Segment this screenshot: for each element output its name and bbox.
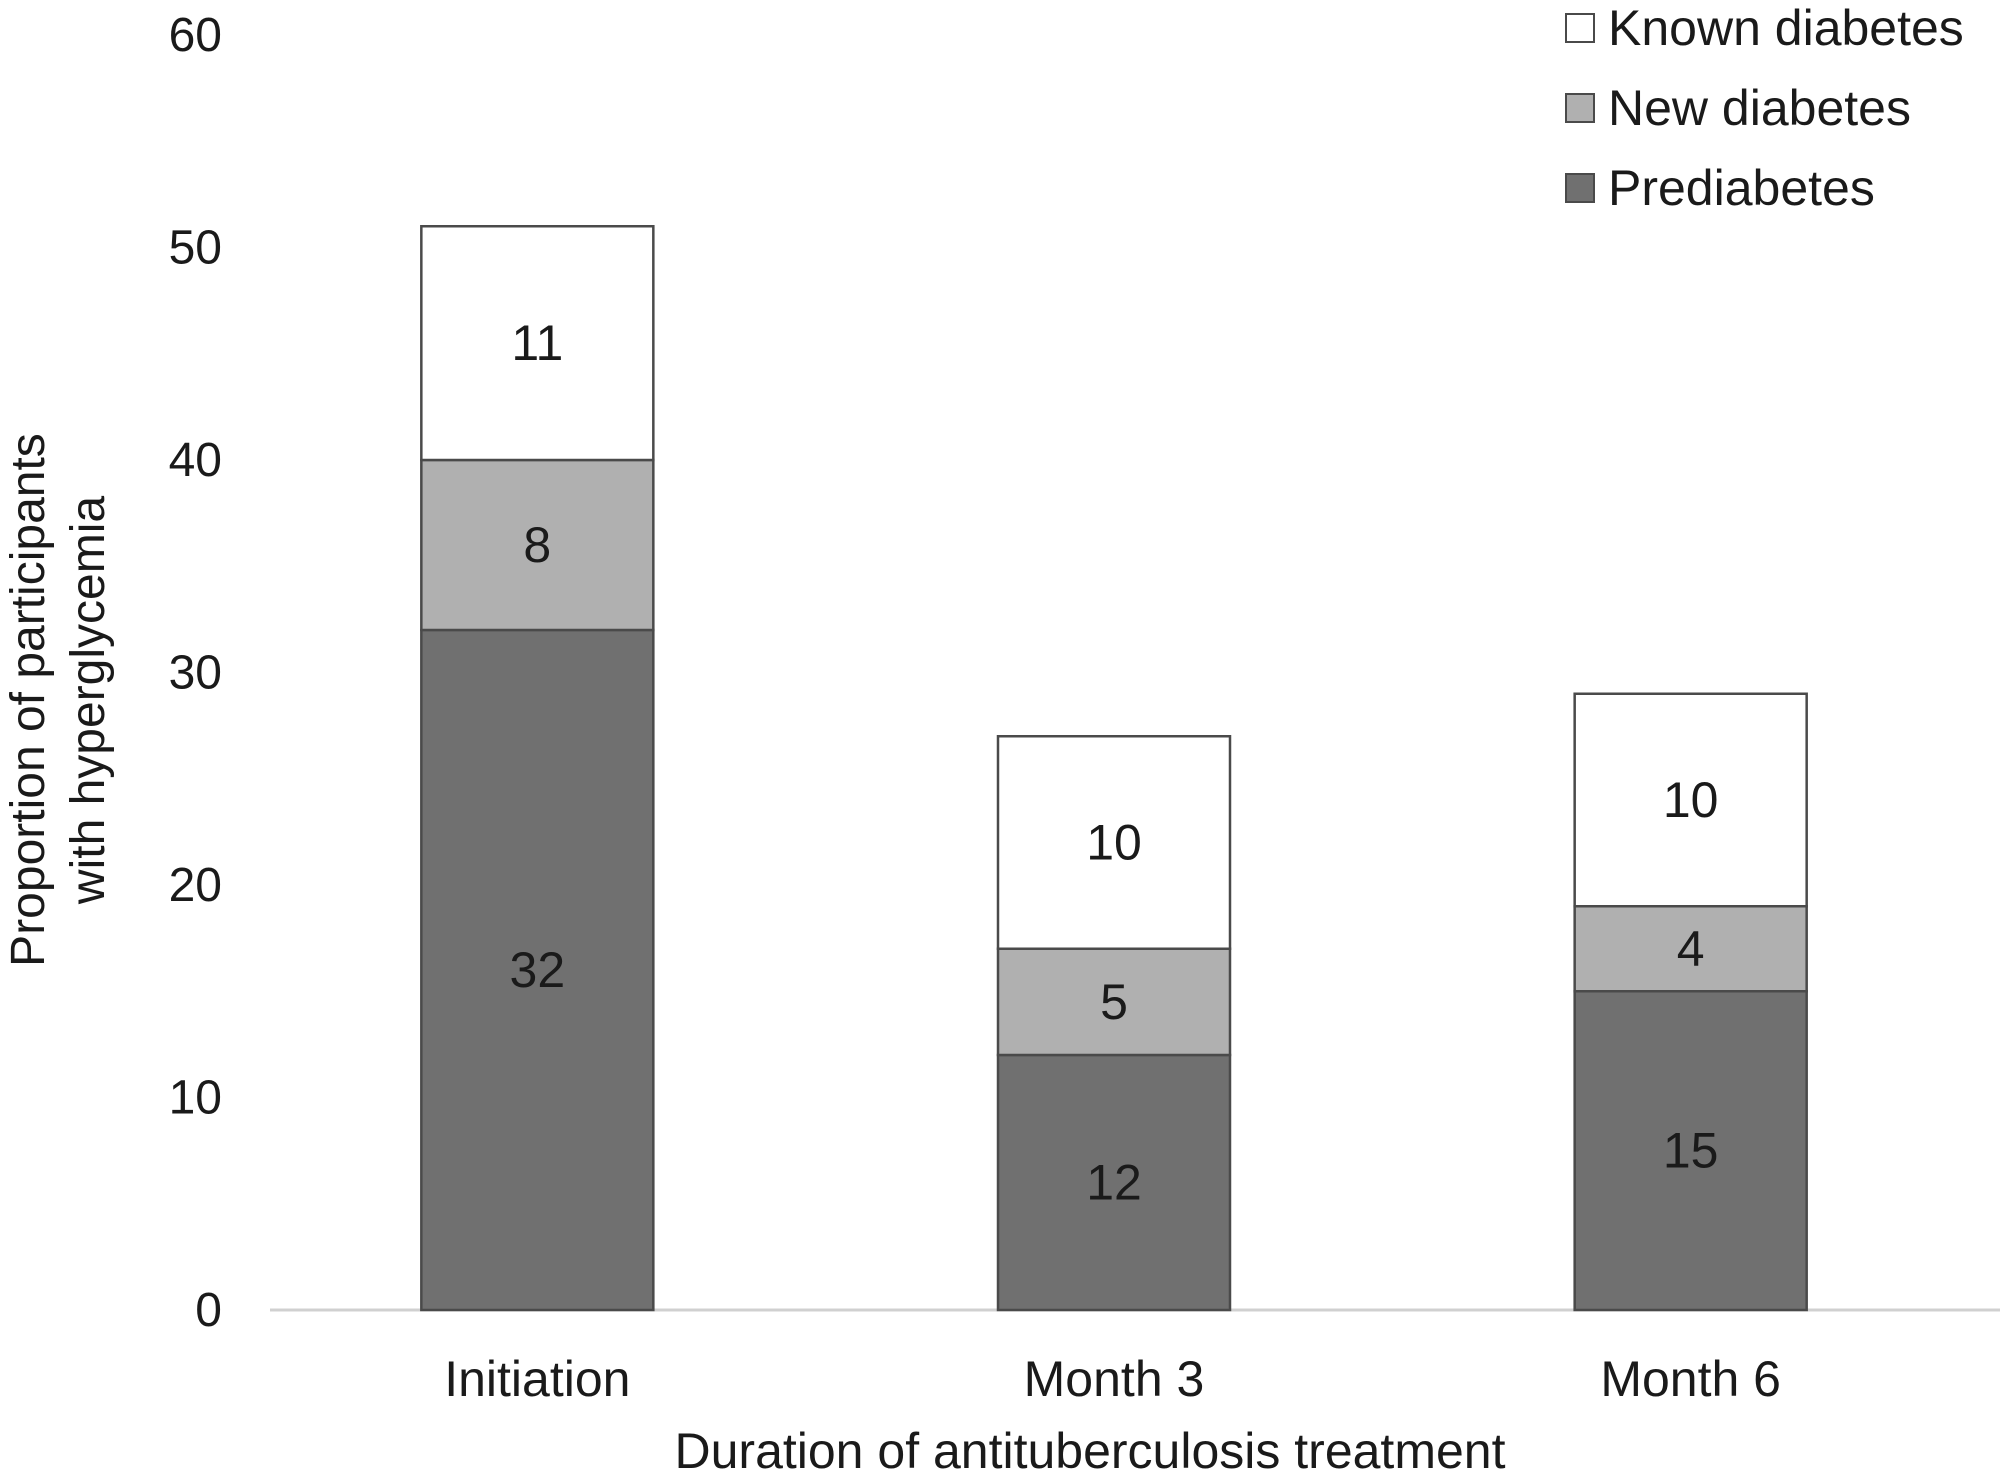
data-label: 32 <box>510 942 566 998</box>
x-tick-label: Month 3 <box>1024 1351 1205 1407</box>
bar-segment-known-diabetes <box>1573 692 1808 908</box>
data-label: 8 <box>523 517 551 573</box>
legend-label: Known diabetes <box>1608 0 1964 56</box>
bar-segment-new-diabetes <box>1573 905 1808 993</box>
legend-label: Prediabetes <box>1608 160 1875 216</box>
y-tick-label: 30 <box>169 647 222 700</box>
data-label: 10 <box>1086 815 1142 871</box>
data-label: 15 <box>1663 1123 1719 1179</box>
bar-segment-prediabetes <box>420 628 655 1312</box>
y-tick-label: 20 <box>169 859 222 912</box>
y-tick-label: 40 <box>169 434 222 487</box>
x-tick-label: Initiation <box>444 1351 630 1407</box>
data-label: 12 <box>1086 1155 1142 1211</box>
y-axis-label-line: Proportion of participants <box>2 433 55 967</box>
data-label: 11 <box>511 315 563 371</box>
x-axis-title: Duration of antituberculosis treatment <box>675 1423 1506 1479</box>
data-label: 10 <box>1663 772 1719 828</box>
bars: 32 8 11 12 5 10 15 4 10 <box>420 225 1808 1312</box>
x-tick-label: Month 6 <box>1600 1351 1781 1407</box>
y-tick-label: 0 <box>195 1284 222 1337</box>
y-tick-label: 10 <box>169 1072 222 1125</box>
bar-segment-known-diabetes <box>996 735 1232 950</box>
data-label: 4 <box>1677 921 1705 977</box>
bar-segment-new-diabetes <box>420 458 655 632</box>
data-label: 5 <box>1100 974 1128 1030</box>
legend-swatch <box>1565 13 1595 43</box>
bar-segment-new-diabetes <box>996 947 1232 1057</box>
bar-segment-prediabetes <box>1573 990 1808 1312</box>
legend-label: New diabetes <box>1608 80 1911 136</box>
y-axis-ticks: 0 10 20 30 40 50 60 <box>169 9 222 1337</box>
bar-segment-prediabetes <box>996 1053 1232 1312</box>
x-axis-label: Duration of antituberculosis treatment <box>675 1423 1506 1479</box>
legend-swatch <box>1565 173 1595 203</box>
bar-segment-known-diabetes <box>420 225 655 462</box>
x-axis-ticks: Initiation Month 3 Month 6 <box>444 1351 1781 1407</box>
y-axis-label-line: with hyperglycemia <box>62 496 115 905</box>
y-axis-title: Proportion of participants with hyperglyc… <box>2 433 115 967</box>
legend-swatch <box>1565 93 1595 123</box>
legend: Known diabetes New diabetes Prediabetes <box>1565 0 1964 216</box>
y-tick-label: 60 <box>169 9 222 62</box>
y-tick-label: 50 <box>169 222 222 275</box>
